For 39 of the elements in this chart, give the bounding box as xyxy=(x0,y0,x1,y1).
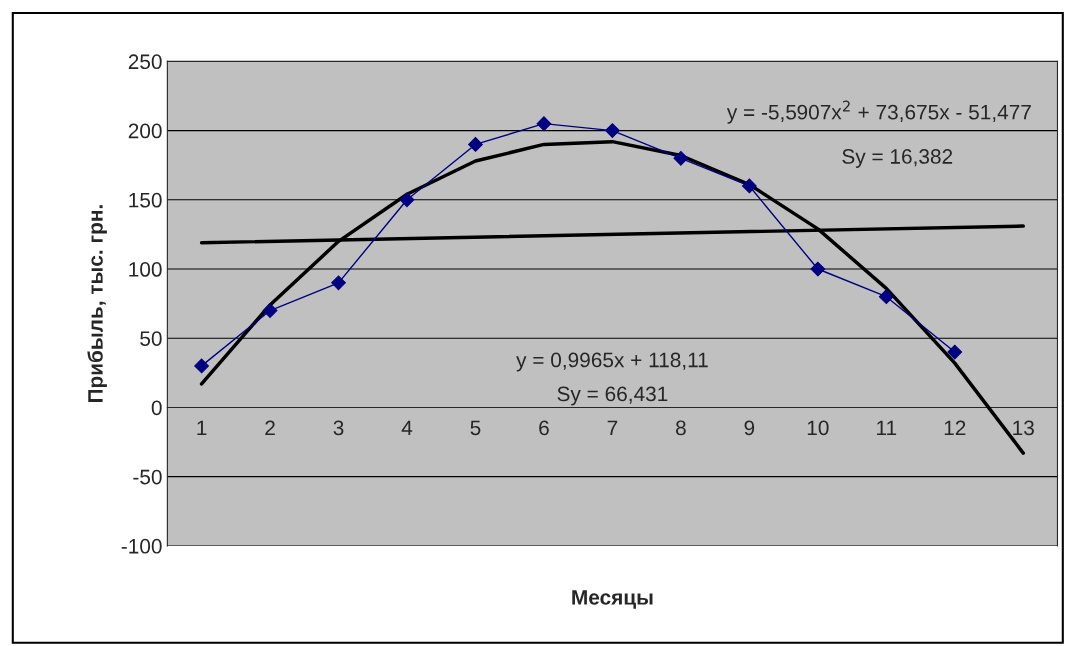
point xyxy=(673,150,689,166)
x-tick-label: 11 xyxy=(877,420,897,436)
x-tick-label: 13 xyxy=(1013,420,1034,436)
annotation: Sy = 66,431 xyxy=(557,386,668,406)
x-tick-label: 3 xyxy=(333,420,344,436)
y-tick-label: 50 xyxy=(140,331,162,346)
x-tick-label: 6 xyxy=(539,420,549,436)
x-tick-label: 9 xyxy=(744,420,755,436)
x-tick-label: 5 xyxy=(470,420,481,436)
annotation: y = 0,9965x + 118,11 xyxy=(516,352,708,372)
point xyxy=(536,116,552,132)
point xyxy=(878,289,894,305)
x-tick-label: 7 xyxy=(607,420,618,436)
point xyxy=(331,275,346,291)
point xyxy=(810,261,826,277)
annotation: Sy = 16,382 xyxy=(842,149,953,168)
point xyxy=(399,192,415,208)
point xyxy=(262,303,278,318)
y-tick-label: 200 xyxy=(128,123,162,139)
x-axis-title: Месяцы xyxy=(572,590,653,609)
point xyxy=(947,344,963,360)
annotation: y = -5,5907x$^{2}$ + 73,675x - 51,477 xyxy=(726,100,1031,124)
x-tick-label: 8 xyxy=(676,420,686,436)
point xyxy=(741,178,757,194)
x-tick-label: 2 xyxy=(265,420,275,436)
y-tick-label: 0 xyxy=(151,400,162,416)
x-tick-label: 10 xyxy=(807,420,829,436)
y-tick-label: 150 xyxy=(129,192,162,208)
y-tick-label: 250 xyxy=(128,54,162,70)
x-tick-label: 12 xyxy=(944,420,966,436)
x-tick-label: 4 xyxy=(401,420,413,436)
point xyxy=(605,123,620,138)
y-tick-label: -50 xyxy=(133,469,162,485)
x-tick-label: 1 xyxy=(197,420,207,436)
y-tick-label: -100 xyxy=(121,538,162,554)
y-tick-label: 100 xyxy=(129,262,162,277)
point xyxy=(468,137,483,152)
y-axis-title: Прибыль, тыс. грн. xyxy=(87,205,107,403)
point xyxy=(194,358,209,374)
